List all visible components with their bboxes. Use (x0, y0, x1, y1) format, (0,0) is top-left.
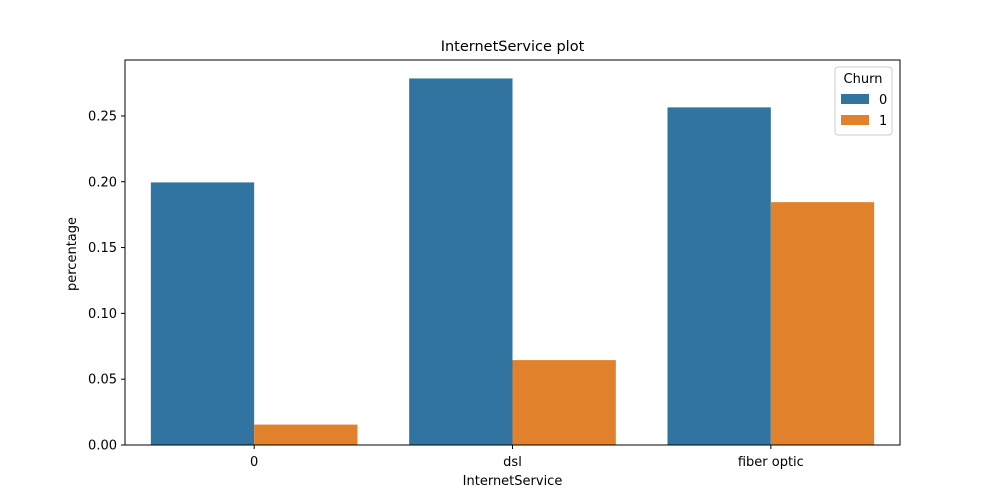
y-tick-label: 0.25 (88, 109, 117, 124)
axes-layer: 0.00 0.05 0.10 0.15 0.20 0.25 0 dsl fiber optic (88, 59, 901, 470)
bar-churn-0-fiber-optic (667, 107, 771, 445)
bar-churn-1-fiber-optic (770, 202, 875, 445)
legend: Churn 01 (834, 66, 893, 136)
y-axis-label: percentage (65, 217, 80, 291)
legend-swatch-churn-0 (841, 94, 869, 104)
y-tick-label: 0.20 (88, 175, 117, 190)
y-tick-label: 0.15 (88, 241, 117, 256)
y-tick-label: 0.05 (88, 373, 117, 388)
legend-swatch-churn-1 (841, 115, 869, 125)
y-tick-label: 0.00 (88, 439, 117, 454)
legend-items: 01 (841, 93, 887, 129)
x-tick-label: 0 (250, 455, 258, 470)
legend-label-churn-0: 0 (879, 93, 887, 108)
bar-churn-1-dsl (512, 360, 616, 445)
y-tick-label: 0.10 (88, 307, 117, 322)
bar-churn-0-0 (150, 182, 255, 445)
x-axis-label: InternetService (463, 474, 563, 489)
bar-churn-0-dsl (409, 78, 513, 445)
legend-label-churn-1: 1 (879, 114, 887, 129)
chart-title: InternetService plot (441, 39, 585, 55)
legend-title: Churn (844, 72, 883, 87)
x-tick-label: fiber optic (738, 455, 804, 470)
bar-churn-1-0 (254, 424, 358, 445)
x-tick-label: dsl (503, 455, 522, 470)
bars-layer (150, 78, 875, 445)
